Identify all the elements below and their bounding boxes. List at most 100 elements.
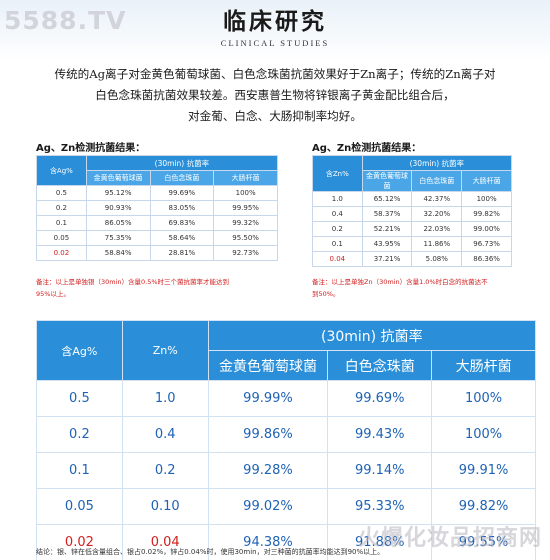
ag-note: 备注：以上是单独银（30min）含量0.5%时三个菌抗菌率才能达到 95%以上。 (36, 276, 286, 300)
table-cell: 69.83% (149, 215, 215, 231)
table-cell: 99.14% (327, 452, 433, 489)
table-cell: 91.88% (327, 524, 433, 560)
table-row: 0.02 0.04 94.38% 91.88% 99.55% (36, 524, 536, 560)
table-cell: 95.50% (213, 230, 278, 246)
table-row: 0.2 90.93% 83.05% 99.95% (36, 200, 278, 216)
table-cell: 99.69% (149, 185, 215, 201)
table-cell: 43.95% (361, 236, 413, 252)
table-cell: 11.86% (411, 236, 463, 252)
zn-section-title: Ag、Zn检测抗菌结果： (312, 143, 422, 154)
table-row: 0.5 95.12% 99.69% 100% (36, 185, 278, 201)
table-cell: 99.69% (327, 380, 433, 417)
zn-value: 0.4 (121, 416, 209, 453)
table-cell: 5.08% (411, 251, 463, 267)
table-cell: 90.93% (85, 200, 151, 216)
watermark-top: 5588.TV (4, 6, 127, 35)
table-cell: 95.12% (85, 185, 151, 201)
table-cell: 99.86% (207, 416, 329, 453)
ag-section-title: Ag、Zn检测抗菌结果： (36, 143, 146, 154)
ag-results-table: 含Ag% (30min) 抗菌率 金黄色葡萄球菌 白色念珠菌 大肠杆菌 0.5 … (36, 155, 279, 261)
combo-rate-header: (30min) 抗菌率 (207, 320, 537, 351)
table-cell: 92.73% (213, 245, 278, 261)
table-row: 0.04 37.21% 5.08% 86.36% (312, 251, 512, 267)
note-line: 备注：以上是单独银（30min）含量0.5%时三个菌抗菌率才能达到 (36, 278, 230, 286)
table-cell: 94.38% (207, 524, 329, 560)
ag-value: 0.1 (36, 452, 123, 489)
table-cell: 99.43% (327, 416, 433, 453)
table-cell: 99.32% (213, 215, 278, 231)
watermark-bottom: 火爆化妆品招商网 (357, 526, 542, 551)
table-cell: 52.21% (361, 221, 413, 237)
table-cell: 58.64% (149, 230, 215, 246)
row-label: 1.0 (312, 191, 363, 207)
table-cell: 99.82% (431, 488, 536, 525)
row-label: 0.02 (36, 245, 87, 261)
row-label: 0.5 (36, 185, 87, 201)
table-cell: 75.35% (85, 230, 151, 246)
table-row: 0.1 0.2 99.28% 99.14% 99.91% (36, 452, 536, 489)
combo-ag-header: 含Ag% (36, 320, 123, 381)
conclusion-note: 结论：银、锌在低含量组合、银占0.02%，锌占0.04%时，使用30min，对三… (36, 548, 385, 556)
table-cell: 100% (431, 380, 536, 417)
table-cell: 99.91% (431, 452, 536, 489)
table-cell: 100% (213, 185, 278, 201)
combo-results-table: 含Ag% Zn% (30min) 抗菌率 金黄色葡萄球菌 白色念珠菌 大肠杆菌 … (36, 320, 537, 560)
table-cell: 99.28% (207, 452, 329, 489)
table-cell: 100% (431, 416, 536, 453)
ag-col-header: 大肠杆菌 (213, 170, 278, 186)
table-cell: 65.12% (361, 191, 413, 207)
ag-value: 0.05 (36, 488, 123, 525)
intro-line: 白色念珠菌抗菌效果较差。西安惠普生物将锌银离子黄金配比组合后， (95, 88, 455, 102)
page-subtitle: CLINICAL STUDIES (220, 38, 330, 48)
zn-rate-header: (30min) 抗菌率 (361, 155, 513, 171)
table-row: 0.05 75.35% 58.64% 95.50% (36, 230, 278, 246)
ag-rate-header: (30min) 抗菌率 (85, 155, 279, 171)
row-label: 0.2 (36, 200, 87, 216)
table-cell: 42.37% (411, 191, 463, 207)
zn-row-header: 含Zn% (312, 155, 363, 192)
table-cell: 96.73% (461, 236, 512, 252)
table-cell: 86.36% (461, 251, 512, 267)
note-line: 95%以上。 (36, 290, 70, 298)
combo-col-header: 金黄色葡萄球菌 (207, 350, 329, 381)
ag-value: 0.02 (36, 524, 123, 560)
intro-line: 对金葡、白念、大肠抑制率均好。 (188, 109, 362, 123)
table-row: 0.2 52.21% 22.03% 99.00% (312, 221, 512, 237)
table-row: 0.2 0.4 99.86% 99.43% 100% (36, 416, 536, 453)
table-row: 0.05 0.10 99.02% 95.33% 99.82% (36, 488, 536, 525)
note-line: 到50%。 (312, 290, 340, 298)
table-cell: 100% (461, 191, 512, 207)
table-row: 1.0 65.12% 42.37% 100% (312, 191, 512, 207)
row-label: 0.2 (312, 221, 363, 237)
table-cell: 83.05% (149, 200, 215, 216)
table-cell: 99.02% (207, 488, 329, 525)
table-row: 0.1 43.95% 11.86% 96.73% (312, 236, 512, 252)
page-title: 临床研究 (223, 8, 327, 35)
intro-paragraph: 传统的Ag离子对金黄色葡萄球菌、白色念珠菌抗菌效果好于Zn离子；传统的Zn离子对… (10, 64, 540, 127)
table-cell: 22.03% (411, 221, 463, 237)
table-cell: 58.37% (361, 206, 413, 222)
table-cell: 99.95% (213, 200, 278, 216)
combo-col-header: 白色念珠菌 (327, 350, 433, 381)
ag-value: 0.5 (36, 380, 123, 417)
table-row: 0.02 58.84% 28.81% 92.73% (36, 245, 278, 261)
zn-col-header: 金黄色葡萄球菌 (361, 170, 413, 192)
zn-col-header: 白色念珠菌 (411, 170, 463, 192)
table-cell: 32.20% (411, 206, 463, 222)
combo-col-header: 大肠杆菌 (431, 350, 536, 381)
zn-value: 1.0 (121, 380, 209, 417)
ag-value: 0.2 (36, 416, 123, 453)
table-cell: 28.81% (149, 245, 215, 261)
table-cell: 58.84% (85, 245, 151, 261)
ag-col-header: 金黄色葡萄球菌 (85, 170, 151, 186)
table-cell: 86.05% (85, 215, 151, 231)
table-cell: 99.00% (461, 221, 512, 237)
table-row: 0.4 58.37% 32.20% 99.82% (312, 206, 512, 222)
table-row: 0.5 1.0 99.99% 99.69% 100% (36, 380, 536, 417)
row-label: 0.4 (312, 206, 363, 222)
header-banner (0, 0, 550, 60)
combo-zn-header: Zn% (121, 320, 209, 381)
table-cell: 37.21% (361, 251, 413, 267)
table-row: 0.1 86.05% 69.83% 99.32% (36, 215, 278, 231)
table-cell: 99.82% (461, 206, 512, 222)
